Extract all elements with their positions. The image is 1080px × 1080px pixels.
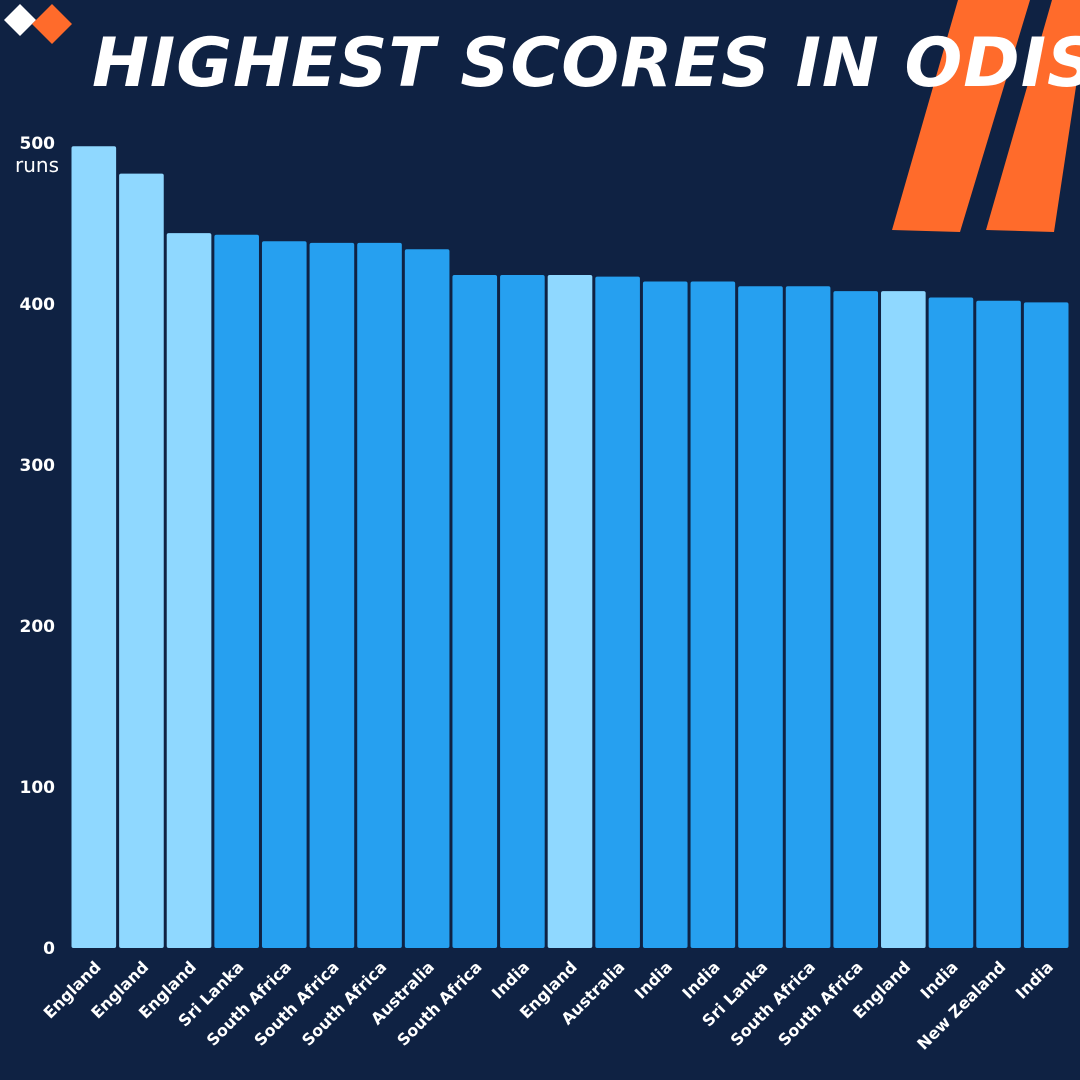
- x-tick-label: New Zealand: [913, 957, 1009, 1053]
- y-tick-label: 100: [20, 778, 56, 798]
- bar: [547, 275, 593, 948]
- x-tick-label: South Africa: [774, 957, 866, 1049]
- x-tick-label: India: [1012, 957, 1057, 1002]
- bar: [833, 291, 879, 948]
- x-tick-label: South Africa: [727, 957, 819, 1049]
- bar: [881, 291, 926, 948]
- bar: [166, 233, 212, 948]
- y-tick-label: 500: [20, 134, 56, 154]
- x-tick-label: India: [678, 957, 723, 1002]
- bar: [642, 281, 688, 949]
- x-tick-label: South Africa: [393, 957, 485, 1049]
- y-axis-unit-label: runs: [15, 153, 59, 177]
- bar: [785, 286, 831, 948]
- bars: [71, 146, 1069, 949]
- y-tick-label: 300: [20, 456, 56, 476]
- brand-logo-icon: [4, 4, 72, 44]
- x-tick-label: South Africa: [298, 957, 390, 1049]
- bar: [690, 281, 736, 949]
- x-tick-label: India: [488, 957, 533, 1002]
- bar: [71, 146, 117, 949]
- x-tick-label: India: [916, 957, 961, 1002]
- y-tick-label: 0: [43, 939, 55, 959]
- x-tick-label: South Africa: [203, 957, 295, 1049]
- x-tick-label: India: [631, 957, 676, 1002]
- bar: [500, 275, 545, 948]
- y-tick-label: 200: [20, 617, 56, 637]
- bar: [357, 242, 402, 948]
- x-tick-label: South Africa: [250, 957, 342, 1049]
- bar: [214, 234, 259, 948]
- y-tick-label: 400: [20, 295, 56, 315]
- bar: [452, 275, 498, 948]
- bar: [404, 249, 450, 948]
- bar: [261, 241, 307, 948]
- bar: [1023, 302, 1069, 948]
- bar: [976, 300, 1021, 948]
- bar: [119, 173, 164, 949]
- chart-title: HIGHEST SCORES IN ODIS: [92, 24, 1080, 103]
- bar: [309, 242, 355, 948]
- bar: [738, 286, 783, 948]
- bar: [928, 297, 974, 948]
- bar: [595, 276, 640, 948]
